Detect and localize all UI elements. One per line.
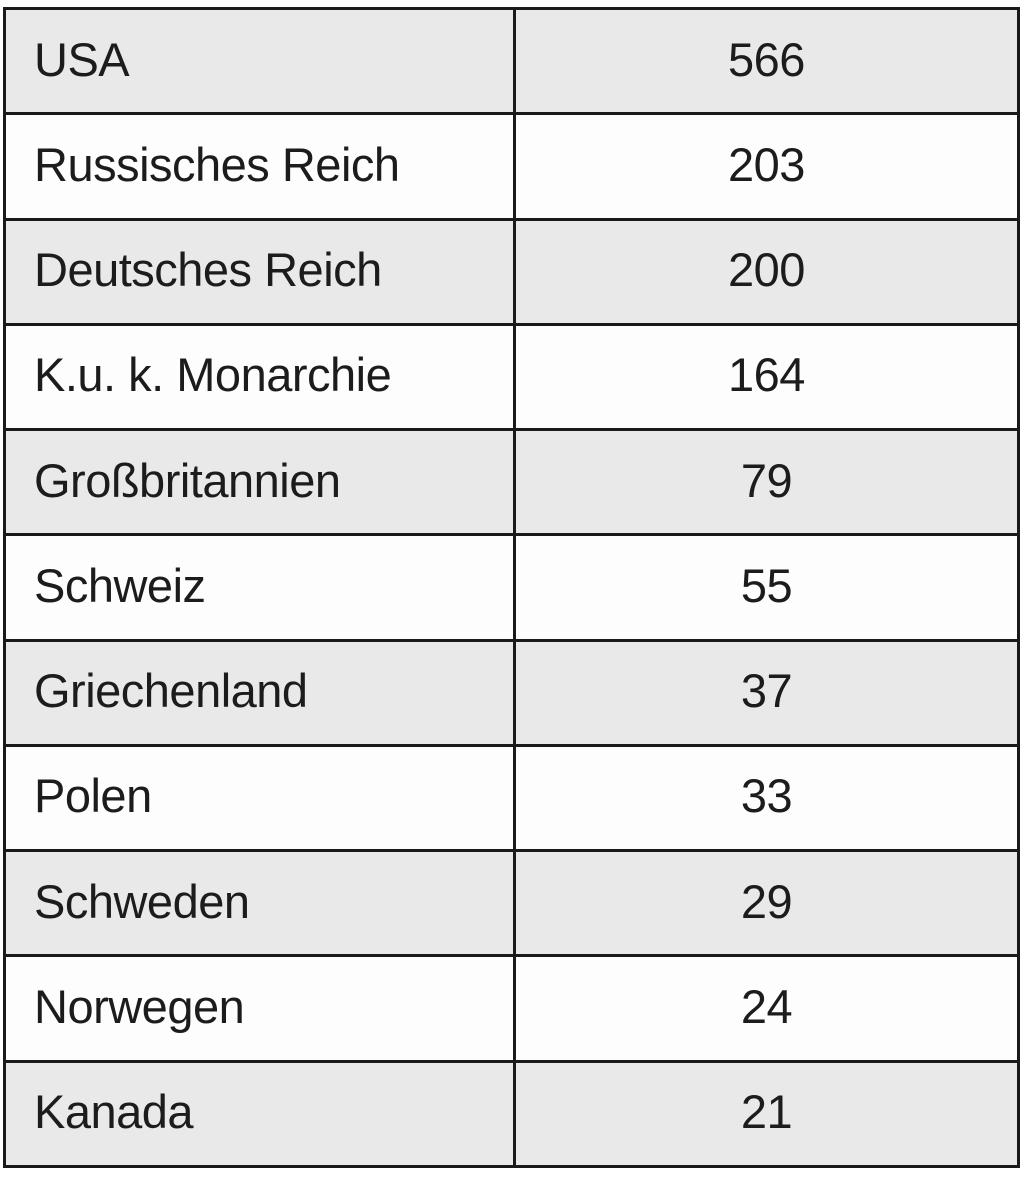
country-label: Schweden	[34, 874, 250, 928]
country-value: 24	[740, 980, 793, 1034]
country-value: 200	[728, 243, 805, 297]
country-cell: Norwegen	[6, 957, 513, 1059]
country-label: Norwegen	[34, 980, 245, 1034]
country-cell: K.u. k. Monarchie	[6, 326, 513, 428]
country-value: 21	[740, 1085, 793, 1139]
table-row: Russisches Reich 203	[6, 112, 1017, 218]
value-cell: 37	[513, 641, 1017, 744]
value-cell: 164	[513, 325, 1017, 429]
country-value: 566	[728, 32, 805, 86]
country-label: Griechenland	[34, 664, 308, 718]
country-cell: Schweiz	[6, 536, 513, 638]
country-cell: Deutsches Reich	[6, 221, 513, 323]
table-row: Schweiz 55	[6, 533, 1017, 639]
country-cell: Polen	[6, 747, 513, 849]
country-label: Polen	[34, 769, 152, 823]
country-cell: Russisches Reich	[6, 115, 513, 217]
country-label: USA	[34, 32, 130, 86]
value-cell: 55	[513, 536, 1017, 639]
table-row: Norwegen 24	[6, 954, 1017, 1060]
value-cell: 21	[513, 1062, 1017, 1165]
value-cell: 33	[513, 746, 1017, 850]
table-row: Kanada 21	[6, 1059, 1017, 1165]
table-row: Deutsches Reich 200	[6, 217, 1017, 323]
country-cell: USA	[6, 10, 513, 112]
country-value: 55	[740, 558, 793, 612]
table-row: Großbritannien 79	[6, 428, 1017, 534]
country-value: 164	[728, 348, 805, 402]
value-cell: 24	[513, 957, 1017, 1060]
value-cell: 29	[513, 852, 1017, 955]
value-cell: 79	[513, 431, 1017, 534]
country-value: 37	[740, 664, 793, 718]
country-cell: Griechenland	[6, 642, 513, 744]
value-cell: 203	[513, 115, 1017, 218]
country-value: 29	[740, 874, 793, 928]
table-row: USA 566	[6, 10, 1017, 113]
table-row: Schweden 29	[6, 849, 1017, 955]
country-cell: Schweden	[6, 852, 513, 954]
country-label: K.u. k. Monarchie	[34, 348, 392, 402]
country-cell: Großbritannien	[6, 431, 513, 533]
table-row: Polen 33	[6, 743, 1017, 850]
value-cell: 200	[513, 220, 1017, 323]
country-label: Großbritannien	[34, 453, 341, 507]
table-row: Griechenland 37	[6, 638, 1017, 744]
country-label: Russisches Reich	[34, 137, 400, 191]
country-value: 203	[728, 137, 805, 191]
country-cell: Kanada	[6, 1063, 513, 1165]
country-value: 79	[740, 453, 793, 507]
country-label: Schweiz	[34, 558, 206, 612]
country-label: Deutsches Reich	[34, 243, 382, 297]
table-row: K.u. k. Monarchie 164	[6, 322, 1017, 429]
country-table: USA 566 Russisches Reich 203 Deutsches Reich…	[3, 7, 1020, 1168]
country-label: Kanada	[34, 1085, 194, 1139]
country-value: 33	[740, 769, 793, 823]
value-cell: 566	[513, 10, 1017, 113]
